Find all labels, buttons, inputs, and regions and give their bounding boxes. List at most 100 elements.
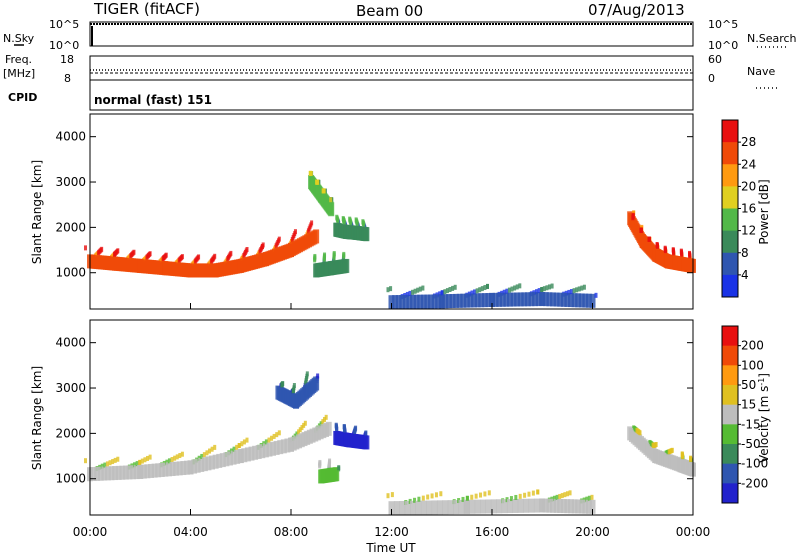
colorbar-tick-label: 15 [741,398,756,412]
echo-cell [550,292,557,307]
echo-cell [460,293,467,308]
echo-cell [315,179,319,185]
echo-cell [474,493,478,499]
echo-cell [395,295,402,310]
echo-cell [363,227,370,242]
echo-cell [335,214,339,220]
echo-cell [328,202,335,217]
echo-cell [212,454,219,469]
echo-cell [473,289,477,295]
echo-cell [553,498,560,513]
echo-cell [413,294,420,309]
echo-cell [483,491,487,497]
echo-cell [506,292,513,307]
heatmap-feature [333,214,370,242]
echo-cell [388,295,395,310]
echo-cell [138,459,142,465]
echo-cell [420,294,427,309]
echo-cell [259,444,266,459]
colorbar-tick-label: 4 [741,268,749,282]
range-tick-label: 2000 [55,220,86,234]
echo-cell [463,293,470,308]
echo-cell [97,466,104,481]
echo-cell [354,217,358,223]
echo-cell [528,498,535,513]
echo-cell [148,463,155,478]
colorbar-tick-label: 16 [741,202,756,216]
echo-cell [512,498,519,513]
echo-cell [133,465,140,480]
echo-cell [499,292,506,307]
heatmap-feature [627,425,696,477]
echo-cell [313,376,320,391]
echo-cell [567,289,571,295]
heatmap-feature [84,414,332,482]
colorbar-tick-label: 200 [741,339,764,353]
echo-cell [399,295,406,310]
echo-cell [416,287,420,293]
echo-cell [194,458,201,473]
colorbar-tick-label: -15 [741,417,761,431]
echo-cell [261,242,265,248]
echo-cell [180,451,184,457]
cpid-frame [89,79,694,111]
echo-cell [264,439,268,445]
power-yaxis: 1000 2000 3000 4000 [55,130,693,280]
echo-cell [84,458,87,464]
echo-cell [582,293,589,308]
colorbar-segment [722,252,738,276]
colorbar-tick-label: 100 [741,358,764,372]
colorbar-tick-label: 12 [741,224,756,238]
echo-cell [513,285,517,291]
echo-cell [524,292,531,307]
echo-cell [475,288,479,294]
echo-cell [111,459,115,465]
velocity-yaxis: 1000 2000 3000 4000 [55,336,693,486]
echo-cell [325,421,332,436]
velocity-heatmap [84,371,696,516]
range-tick-label: 1000 [55,266,86,280]
nsearch-tick-top: 10^5 [708,18,738,31]
echo-cell [436,500,443,515]
echo-cell [313,229,320,244]
echo-cell [213,253,217,259]
echo-cell [270,435,274,441]
colorbar-segment [722,142,738,165]
power-frame [89,113,694,310]
echo-cell [518,493,522,499]
echo-cell [277,440,284,455]
echo-cell [487,490,491,496]
echo-cell [226,451,233,466]
nave-tick-top: 60 [708,53,722,66]
time-tick-label: 00:00 [73,525,108,539]
echo-cell [234,449,241,464]
echo-cell [176,461,183,476]
echo-cell [410,294,417,309]
nsky-label: N.Sky [3,32,35,45]
echo-cell [421,495,425,501]
echo-cell [183,460,190,475]
nsky-tick-bottom: 10^0 [49,39,79,52]
echo-cell [639,227,643,233]
echo-cell [415,500,422,515]
time-axis-label: Time UT [365,541,416,554]
echo-cell [191,459,198,474]
echo-cell [108,466,115,481]
echo-cell [449,293,456,308]
echo-cell [532,292,539,307]
radar-title: TIGER (fitACF) [93,0,200,18]
echo-cell [392,295,399,310]
echo-cell [137,464,144,479]
freq-tick-top: 18 [60,53,74,66]
echo-cell [410,500,417,515]
echo-cell [427,294,434,309]
echo-cell [515,284,519,290]
echo-cell [654,441,658,447]
echo-cell [302,422,306,428]
echo-cell [481,293,488,308]
echo-cell [90,467,97,482]
echo-cell [553,292,560,307]
echo-cell [277,430,281,436]
echo-cell [689,455,692,461]
echo-cell [343,258,350,273]
